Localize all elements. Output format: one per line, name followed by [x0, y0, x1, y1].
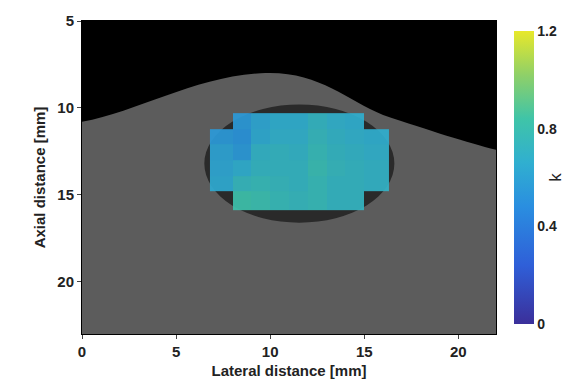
svg-text:k: k — [546, 173, 565, 182]
svg-text:0: 0 — [537, 316, 545, 332]
svg-text:5: 5 — [66, 12, 74, 29]
svg-text:10: 10 — [57, 99, 74, 116]
svg-text:5: 5 — [172, 343, 180, 360]
svg-text:10: 10 — [262, 343, 279, 360]
svg-text:1.2: 1.2 — [537, 23, 557, 39]
svg-text:20: 20 — [57, 273, 74, 290]
svg-text:15: 15 — [57, 186, 74, 203]
svg-text:15: 15 — [356, 343, 373, 360]
svg-text:Lateral distance [mm]: Lateral distance [mm] — [211, 362, 366, 379]
svg-text:0: 0 — [78, 343, 86, 360]
svg-text:Axial distance [mm]: Axial distance [mm] — [31, 107, 48, 249]
svg-text:0.8: 0.8 — [537, 121, 557, 137]
svg-text:0.4: 0.4 — [537, 218, 557, 234]
svg-text:20: 20 — [450, 343, 467, 360]
